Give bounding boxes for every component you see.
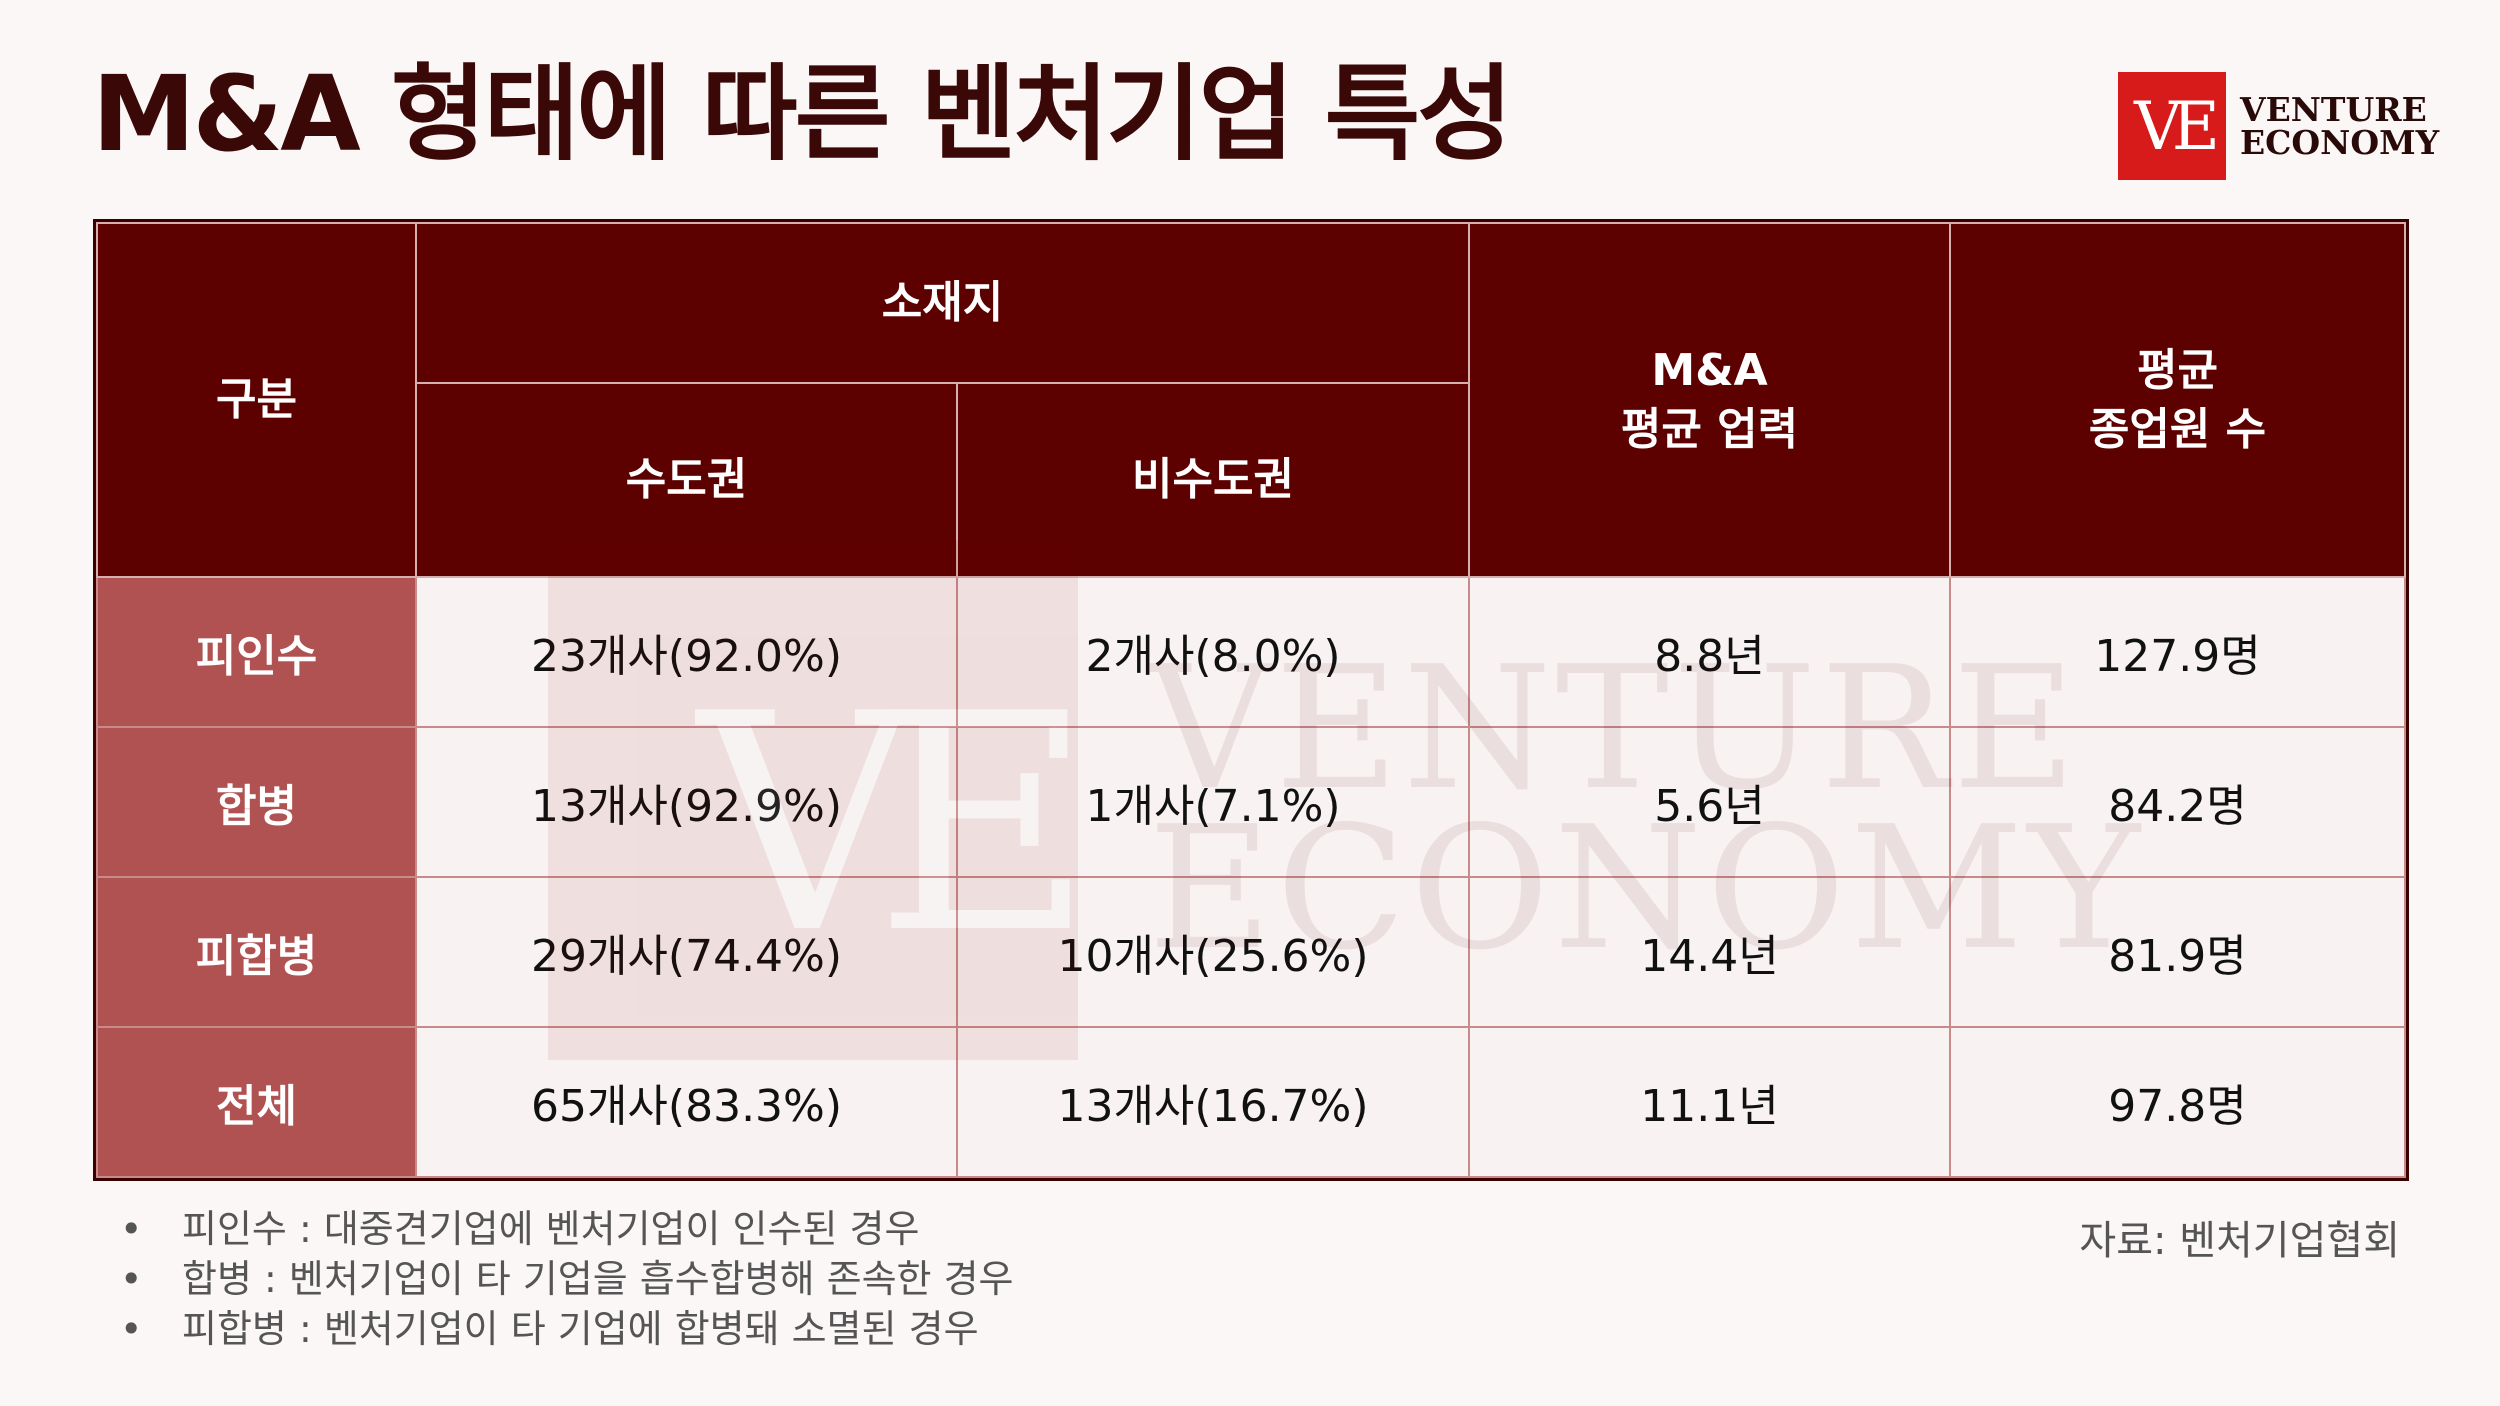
row-type: 피인수: [96, 576, 417, 728]
logo: VE VENTURE ECONOMY: [2118, 72, 2439, 180]
source-note: 자료: 벤처기업협회: [2079, 1218, 2400, 1264]
logo-text: VENTURE ECONOMY: [2240, 93, 2439, 159]
cell-capital: 13개사(92.9%): [415, 726, 958, 878]
cell-years: 8.8년: [1468, 576, 1952, 728]
logo-line2: ECONOMY: [2240, 123, 2440, 162]
row-type: 전체: [96, 1026, 417, 1178]
cell-employees: 127.9명: [1949, 576, 2407, 728]
cell-capital: 65개사(83.3%): [415, 1026, 958, 1178]
header-ma-years: M&A 평균 업력: [1468, 222, 1952, 578]
footnote-item: 피인수 : 대중견기업에 벤처기업이 인수된 경우: [120, 1204, 1014, 1254]
cell-non-capital: 13개사(16.7%): [955, 1026, 1471, 1178]
row-type: 합병: [96, 726, 417, 878]
header-category: 구분: [96, 222, 417, 578]
page-title: M&A 형태에 따른 벤처기업 특성: [92, 53, 1513, 175]
cell-years: 11.1년: [1468, 1026, 1952, 1178]
footnote-item: 피합병 : 벤처기업이 타 기업에 합병돼 소멸된 경우: [120, 1304, 1014, 1354]
cell-employees: 81.9명: [1949, 876, 2407, 1028]
ma-characteristics-table: 구분 소재지 M&A 평균 업력 평균 종업원 수 수도권 비수도권 피인수 2…: [92, 219, 2410, 1181]
table-row: 전체 65개사(83.3%) 13개사(16.7%) 11.1년 97.8명: [96, 1026, 2407, 1178]
header-employees-line1: 평균: [2137, 344, 2218, 396]
header-employees-line2: 종업원 수: [2088, 404, 2267, 455]
cell-non-capital: 2개사(8.0%): [955, 576, 1471, 728]
row-type: 피합병: [96, 876, 417, 1028]
cell-years: 5.6년: [1468, 726, 1952, 878]
cell-employees: 84.2명: [1949, 726, 2407, 878]
header-location: 소재지: [414, 222, 1471, 384]
cell-employees: 97.8명: [1949, 1026, 2407, 1178]
header-non-capital: 비수도권: [955, 382, 1471, 578]
header-ma-years-line1: M&A: [1651, 344, 1768, 396]
header-employees: 평균 종업원 수: [1949, 222, 2407, 578]
table-row: 피인수 23개사(92.0%) 2개사(8.0%) 8.8년 127.9명: [96, 576, 2407, 728]
cell-non-capital: 1개사(7.1%): [955, 726, 1471, 878]
table-row: 피합병 29개사(74.4%) 10개사(25.6%) 14.4년 81.9명: [96, 876, 2407, 1028]
logo-mark: VE: [2118, 72, 2226, 180]
logo-line1: VENTURE: [2240, 90, 2427, 129]
cell-capital: 29개사(74.4%): [415, 876, 958, 1028]
header-ma-years-line2: 평균 업력: [1620, 404, 1799, 455]
header-capital: 수도권: [415, 382, 958, 578]
table-row: 합병 13개사(92.9%) 1개사(7.1%) 5.6년 84.2명: [96, 726, 2407, 878]
footnotes: 피인수 : 대중견기업에 벤처기업이 인수된 경우 합병 : 벤처기업이 타 기…: [120, 1204, 1014, 1354]
cell-capital: 23개사(92.0%): [415, 576, 958, 728]
cell-years: 14.4년: [1468, 876, 1952, 1028]
footnote-item: 합병 : 벤처기업이 타 기업을 흡수합병해 존속한 경우: [120, 1254, 1014, 1304]
cell-non-capital: 10개사(25.6%): [955, 876, 1471, 1028]
